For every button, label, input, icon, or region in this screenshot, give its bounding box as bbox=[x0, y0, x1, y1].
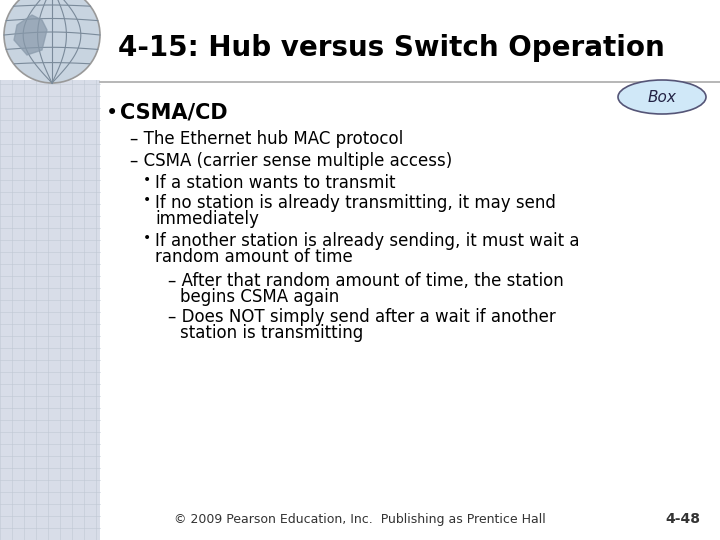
Text: station is transmitting: station is transmitting bbox=[180, 324, 364, 342]
Text: – After that random amount of time, the station: – After that random amount of time, the … bbox=[168, 272, 564, 290]
Text: – The Ethernet hub MAC protocol: – The Ethernet hub MAC protocol bbox=[130, 130, 403, 148]
Text: immediately: immediately bbox=[155, 210, 259, 228]
Bar bbox=[0, 0, 720, 80]
Text: •: • bbox=[143, 193, 151, 207]
Ellipse shape bbox=[618, 80, 706, 114]
Text: •: • bbox=[143, 173, 151, 187]
Text: If a station wants to transmit: If a station wants to transmit bbox=[155, 174, 395, 192]
Text: random amount of time: random amount of time bbox=[155, 248, 353, 266]
Bar bbox=[100, 0, 720, 540]
Text: If another station is already sending, it must wait a: If another station is already sending, i… bbox=[155, 232, 580, 250]
Text: If no station is already transmitting, it may send: If no station is already transmitting, i… bbox=[155, 194, 556, 212]
Text: – Does NOT simply send after a wait if another: – Does NOT simply send after a wait if a… bbox=[168, 308, 556, 326]
Text: – CSMA (carrier sense multiple access): – CSMA (carrier sense multiple access) bbox=[130, 152, 452, 170]
Text: 4-15: Hub versus Switch Operation: 4-15: Hub versus Switch Operation bbox=[118, 34, 665, 62]
Circle shape bbox=[4, 0, 100, 83]
Text: Box: Box bbox=[647, 90, 676, 105]
Polygon shape bbox=[14, 15, 47, 55]
Bar bbox=[0, 0, 100, 540]
Text: •: • bbox=[143, 231, 151, 245]
Text: •: • bbox=[106, 103, 118, 123]
Text: begins CSMA again: begins CSMA again bbox=[180, 288, 339, 306]
Text: 4-48: 4-48 bbox=[665, 512, 700, 526]
Text: © 2009 Pearson Education, Inc.  Publishing as Prentice Hall: © 2009 Pearson Education, Inc. Publishin… bbox=[174, 513, 546, 526]
Text: CSMA/CD: CSMA/CD bbox=[120, 103, 228, 123]
